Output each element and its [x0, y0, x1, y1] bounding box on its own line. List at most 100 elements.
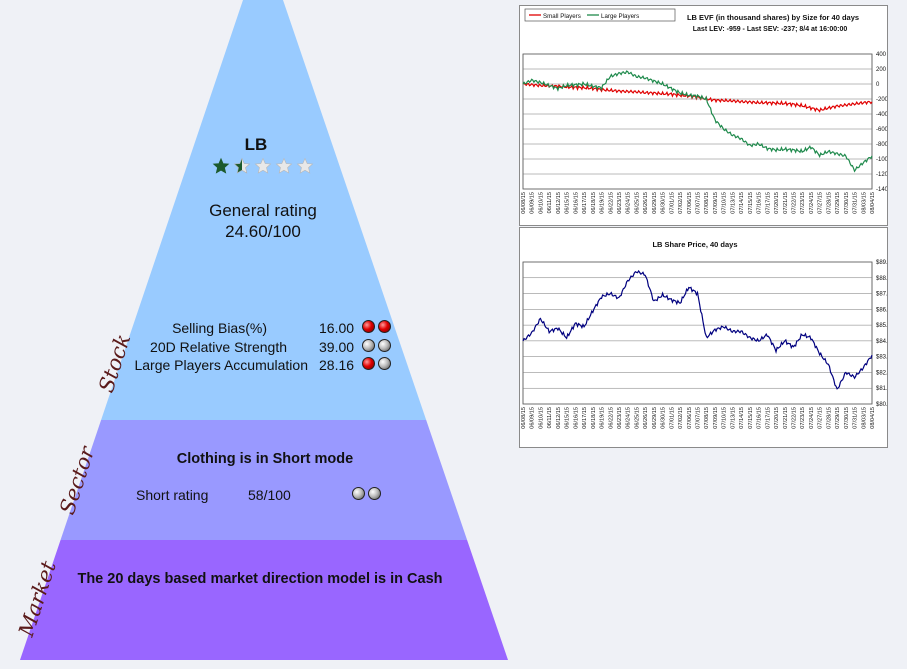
grey-ball-icon	[378, 357, 391, 370]
x-tick-label: 06/15/15	[565, 407, 571, 429]
general-rating-label: General rating	[209, 201, 317, 220]
x-tick-label: 07/15/15	[748, 407, 754, 429]
x-tick-label: 07/21/15	[783, 407, 789, 429]
x-tick-label: 06/17/15	[582, 192, 588, 214]
x-tick-label: 06/29/15	[652, 407, 658, 429]
y-tick-label: $81.0	[876, 386, 887, 392]
x-tick-label: 07/10/15	[722, 192, 728, 214]
x-tick-label: 06/30/15	[661, 407, 667, 429]
x-tick-label: 06/11/15	[547, 192, 553, 213]
x-tick-label: 07/17/15	[765, 192, 771, 214]
x-tick-label: 06/08/15	[521, 407, 527, 429]
x-tick-label: 07/29/15	[835, 192, 841, 214]
x-tick-label: 06/23/15	[617, 192, 623, 214]
y-tick-label: 200	[876, 67, 887, 73]
x-tick-label: 07/31/15	[853, 407, 859, 429]
x-tick-label: 06/26/15	[643, 192, 649, 214]
x-tick-label: 07/06/15	[687, 192, 693, 214]
x-tick-label: 06/09/15	[530, 192, 536, 214]
x-tick-label: 06/25/15	[634, 192, 640, 214]
x-tick-label: 06/16/15	[573, 192, 579, 214]
x-tick-label: 06/08/15	[521, 192, 527, 214]
x-tick-label: 07/08/15	[704, 407, 710, 429]
y-tick-label: -400	[876, 112, 887, 118]
x-tick-label: 07/16/15	[757, 192, 763, 214]
x-tick-label: 07/14/15	[739, 407, 745, 429]
y-tick-label: $80.0	[876, 402, 887, 408]
y-tick-label: $84.0	[876, 339, 887, 345]
x-tick-label: 06/12/15	[556, 407, 562, 429]
grey-ball-icon	[378, 339, 391, 352]
plot-area	[522, 53, 873, 190]
x-tick-label: 07/13/15	[730, 407, 736, 429]
y-tick-label: $86.0	[876, 307, 887, 313]
x-tick-label: 06/24/15	[626, 407, 632, 429]
y-tick-label: 400	[876, 52, 887, 58]
evf-chart-title: LB EVF (in thousand shares) by Size for …	[687, 13, 859, 22]
x-tick-label: 06/30/15	[661, 192, 667, 214]
price-chart-title: LB Share Price, 40 days	[652, 240, 737, 249]
x-tick-label: 06/10/15	[538, 407, 544, 429]
star-empty-icon	[254, 158, 272, 174]
x-tick-label: 07/07/15	[696, 192, 702, 214]
red-ball-icon	[362, 320, 375, 333]
x-tick-label: 06/22/15	[608, 192, 614, 214]
share-price-line	[522, 269, 873, 390]
market-direction-text: The 20 days based market direction model…	[77, 571, 443, 587]
star-empty-icon	[296, 158, 314, 174]
x-tick-label: 07/16/15	[757, 407, 763, 429]
x-tick-label: 07/02/15	[678, 407, 684, 429]
x-tick-label: 07/23/15	[800, 192, 806, 214]
x-tick-label: 07/21/15	[783, 192, 789, 214]
y-tick-label: -1000	[876, 157, 887, 163]
evf-chart-subtitle: Last LEV: -959 - Last SEV: -237; 8/4 at …	[693, 26, 848, 33]
x-tick-label: 07/22/15	[791, 407, 797, 429]
grey-ball-icon	[368, 487, 381, 500]
x-tick-label: 06/19/15	[600, 192, 606, 214]
x-tick-label: 07/20/15	[774, 407, 780, 429]
price-chart-panel: LB Share Price, 40 days $89.0 $88.0 $87.0 $…	[519, 227, 892, 448]
plot-area	[522, 261, 873, 405]
stock-ticker: LB	[244, 135, 268, 154]
x-tick-label: 08/03/15	[861, 192, 867, 214]
x-tick-label: 07/31/15	[853, 192, 859, 214]
legend-label-small: Small Players	[543, 13, 581, 20]
x-tick-label: 07/08/15	[704, 192, 710, 214]
x-tick-label: 06/23/15	[617, 407, 623, 429]
x-tick-label: 06/22/15	[608, 407, 614, 429]
general-rating-value: 24.60/100	[225, 222, 301, 241]
price-chart: LB Share Price, 40 days $89.0 $88.0 $87.0 $…	[521, 240, 892, 429]
y-tick-label: -800	[876, 142, 887, 148]
red-ball-icon	[378, 320, 391, 333]
x-tick-label: 07/30/15	[844, 407, 850, 429]
y-tick-label: $83.0	[876, 355, 887, 361]
y-tick-label: $82.0	[876, 370, 887, 376]
x-tick-label: 06/16/15	[573, 407, 579, 429]
metric-label-relative-strength: 20D Relative Strength	[150, 339, 287, 355]
x-tick-label: 06/10/15	[538, 192, 544, 214]
x-tick-label: 07/09/15	[713, 407, 719, 429]
x-tick-label: 07/15/15	[748, 192, 754, 214]
x-tick-label: 06/24/15	[626, 192, 632, 214]
grey-ball-icon	[352, 487, 365, 500]
x-tick-label: 07/09/15	[713, 192, 719, 214]
x-tick-label: 07/29/15	[835, 407, 841, 429]
star-rating	[212, 158, 314, 174]
metric-value-selling-bias: 16.00	[319, 320, 355, 336]
star-half-icon	[233, 158, 251, 174]
x-tick-label: 07/07/15	[696, 407, 702, 429]
x-tick-label: 06/18/15	[591, 407, 597, 429]
sector-rating-label: Short rating	[136, 487, 209, 503]
x-tick-label: 06/17/15	[582, 407, 588, 429]
x-tick-label: 07/17/15	[765, 407, 771, 429]
small-players-line	[522, 81, 873, 113]
large-players-line	[522, 70, 873, 173]
market-band	[20, 540, 508, 660]
general-rating: General rating 24.60/100	[160, 200, 366, 242]
x-tick-label: 07/22/15	[791, 192, 797, 214]
y-tick-label: -600	[876, 127, 887, 133]
x-tick-label: 06/26/15	[643, 407, 649, 429]
x-tick-label: 07/01/15	[669, 192, 675, 214]
x-tick-label: 07/23/15	[800, 407, 806, 429]
